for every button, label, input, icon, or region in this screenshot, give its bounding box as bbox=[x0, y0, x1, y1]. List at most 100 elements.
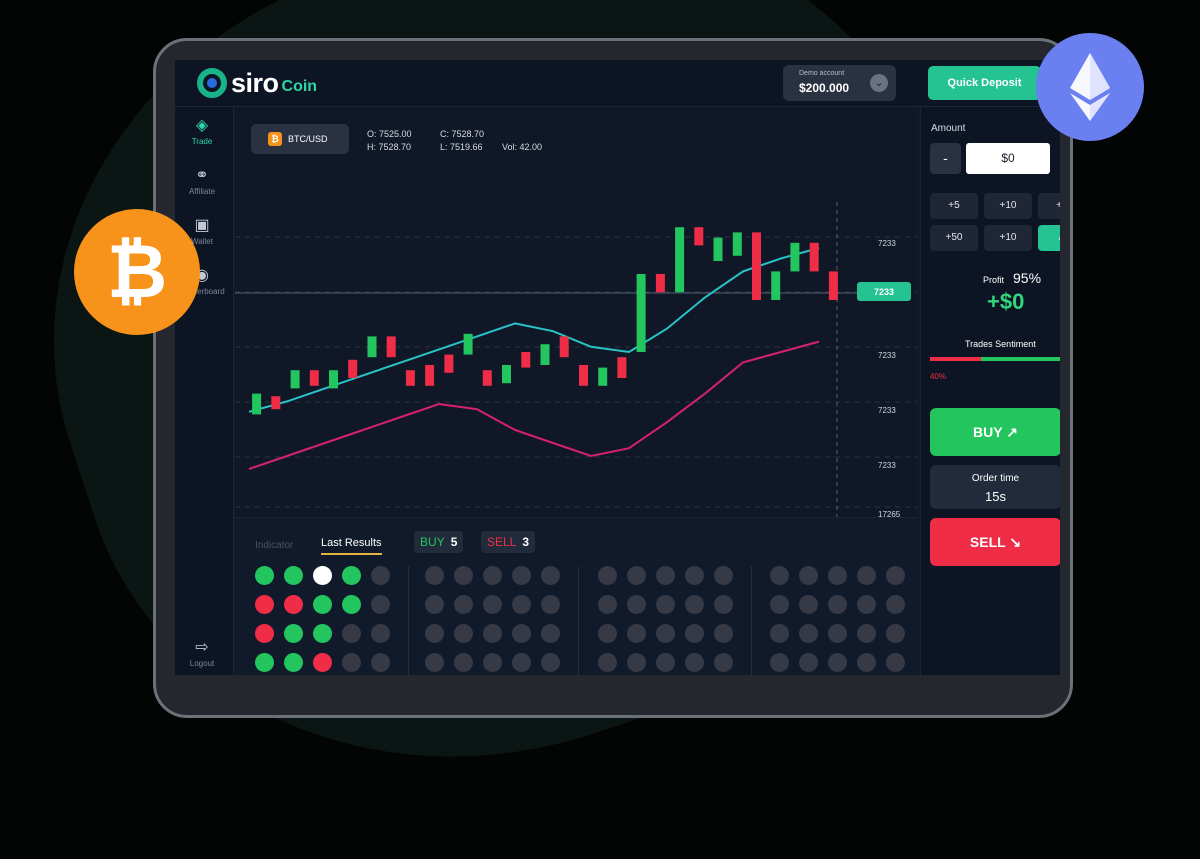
candlestick bbox=[540, 344, 550, 365]
decrease-amount-button[interactable]: - bbox=[930, 143, 961, 174]
share-icon: ⚭ bbox=[195, 167, 209, 184]
result-dot bbox=[284, 653, 303, 672]
result-dot bbox=[425, 653, 444, 672]
result-dot bbox=[313, 566, 332, 585]
sidebar-item-label: Affiliate bbox=[188, 187, 216, 196]
result-dot bbox=[770, 595, 789, 614]
result-dot bbox=[685, 624, 704, 643]
result-dot bbox=[255, 566, 274, 585]
result-dot bbox=[425, 595, 444, 614]
y-tick-label: 7233 bbox=[878, 239, 896, 248]
result-dot bbox=[828, 653, 847, 672]
buy-button[interactable]: BUY ↗ bbox=[930, 408, 1060, 456]
results-panel: Indicator Last Results BUY 5 SELL 3 bbox=[235, 517, 917, 675]
buy-count-label: BUY bbox=[420, 535, 445, 549]
result-dot bbox=[371, 653, 390, 672]
pair-selector[interactable]: ₿ BTC/USD bbox=[251, 124, 349, 154]
candlestick bbox=[252, 393, 262, 415]
result-dot bbox=[313, 653, 332, 672]
result-dot bbox=[342, 566, 361, 585]
trend-up-icon: ↗ bbox=[1006, 424, 1018, 440]
result-dot bbox=[454, 566, 473, 585]
result-dot bbox=[454, 595, 473, 614]
amount-input[interactable]: $0 bbox=[966, 143, 1050, 174]
candlestick bbox=[290, 370, 300, 389]
result-dot bbox=[857, 595, 876, 614]
sell-label: SELL bbox=[969, 534, 1006, 550]
order-time-selector[interactable]: Order time 15s bbox=[930, 465, 1060, 509]
quick-amount-button[interactable]: +10 bbox=[984, 225, 1032, 251]
sidebar: ◈ Trade ⚭ Affiliate ▣ Wallet ◉ Leaderboa… bbox=[175, 107, 234, 675]
candlestick bbox=[559, 336, 569, 358]
logout-label: Logout bbox=[189, 659, 215, 668]
result-dot bbox=[857, 566, 876, 585]
tab-indicator[interactable]: Indicator bbox=[255, 540, 294, 551]
result-dot bbox=[886, 566, 905, 585]
result-dot bbox=[598, 566, 617, 585]
candlestick bbox=[790, 242, 800, 272]
result-dot bbox=[627, 595, 646, 614]
result-dot bbox=[284, 566, 303, 585]
quick-amount-button[interactable]: A bbox=[1038, 225, 1060, 251]
result-dot bbox=[284, 595, 303, 614]
result-dot bbox=[541, 624, 560, 643]
quick-amount-button[interactable]: +10 bbox=[984, 193, 1032, 219]
wallet-icon: ▣ bbox=[194, 217, 210, 234]
candlestick bbox=[713, 237, 723, 261]
result-dot bbox=[255, 653, 274, 672]
current-price-label: 7233 bbox=[874, 287, 894, 297]
price-chart[interactable]: 72337233723372331726507233:5805:5906:000… bbox=[235, 107, 917, 517]
result-dot bbox=[483, 653, 502, 672]
brand-logo[interactable]: siro Coin bbox=[197, 66, 317, 100]
result-dot bbox=[656, 566, 675, 585]
quick-deposit-button[interactable]: Quick Deposit bbox=[928, 66, 1041, 100]
close-price: C: 7528.70 bbox=[440, 129, 485, 139]
result-dot bbox=[313, 595, 332, 614]
candlestick bbox=[463, 333, 473, 355]
result-dot bbox=[512, 595, 531, 614]
account-type-label: Demo account bbox=[799, 70, 845, 77]
sidebar-item-wallet[interactable]: ▣ Wallet bbox=[175, 215, 229, 246]
sell-button[interactable]: SELL ↘ bbox=[930, 518, 1060, 566]
result-dot bbox=[828, 566, 847, 585]
candlestick bbox=[405, 370, 415, 386]
result-dot bbox=[685, 653, 704, 672]
logout-button[interactable]: ⇨ Logout bbox=[175, 637, 229, 668]
result-dot bbox=[627, 653, 646, 672]
candlestick bbox=[579, 365, 588, 386]
y-tick-label: 7233 bbox=[878, 351, 896, 360]
candlestick bbox=[425, 365, 435, 386]
quick-amount-button[interactable]: +2 bbox=[1038, 193, 1060, 219]
result-dot bbox=[598, 595, 617, 614]
candlestick bbox=[828, 271, 838, 300]
quick-amount-button[interactable]: +5 bbox=[930, 193, 978, 219]
account-balance: $200.000 bbox=[799, 81, 850, 95]
sidebar-item-affiliate[interactable]: ⚭ Affiliate bbox=[175, 165, 229, 196]
result-dot bbox=[714, 595, 733, 614]
sidebar-item-trade[interactable]: ◈ Trade bbox=[175, 115, 229, 146]
result-dot bbox=[483, 595, 502, 614]
result-dot bbox=[425, 566, 444, 585]
candlestick bbox=[271, 396, 281, 410]
result-dot bbox=[656, 595, 675, 614]
result-dot bbox=[284, 624, 303, 643]
result-dot bbox=[512, 566, 531, 585]
chevron-down-icon[interactable]: ⌄ bbox=[870, 74, 888, 92]
open-price: O: 7525.00 bbox=[367, 129, 412, 139]
result-dot bbox=[799, 566, 818, 585]
result-dot bbox=[770, 624, 789, 643]
account-selector[interactable]: Demo account $200.000 ⌄ bbox=[783, 65, 896, 101]
logo-icon bbox=[197, 68, 227, 98]
quick-amount-button[interactable]: +50 bbox=[930, 225, 978, 251]
result-dot bbox=[656, 624, 675, 643]
candlestick bbox=[348, 359, 358, 378]
result-dot bbox=[828, 624, 847, 643]
result-dot bbox=[454, 653, 473, 672]
tab-last-results[interactable]: Last Results bbox=[321, 537, 382, 555]
candlestick bbox=[598, 367, 608, 386]
logout-icon: ⇨ bbox=[195, 639, 209, 656]
ethereum-coin-icon bbox=[1036, 33, 1144, 141]
bitcoin-coin-icon: ₿ bbox=[74, 209, 200, 335]
candlestick bbox=[655, 274, 665, 293]
result-dot bbox=[799, 624, 818, 643]
